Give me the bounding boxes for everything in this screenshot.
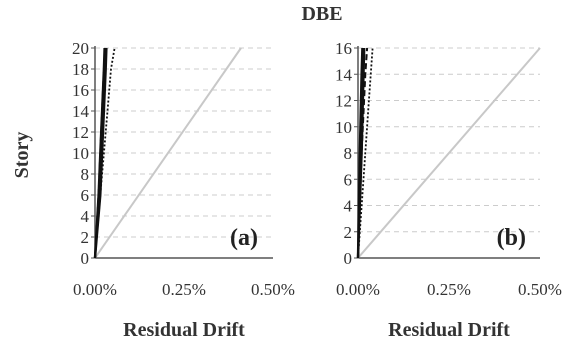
y-tick-label: 8	[344, 144, 353, 163]
figure-title: DBE	[301, 3, 342, 25]
y-tick-label: 12	[72, 123, 89, 142]
y-tick-label: 2	[344, 223, 353, 242]
y-tick-label: 10	[72, 144, 89, 163]
y-tick-label: 8	[81, 165, 90, 184]
series-line-4	[357, 47, 374, 259]
chart-panel-b: 0 2 4 6 8 10 12 14 16 0.00% 0.25% 0.50% (b) Residual …	[335, 39, 562, 341]
y-tick-label: 6	[344, 170, 353, 189]
y-tick-label: 0	[344, 249, 353, 268]
panel-label: (b)	[497, 225, 526, 251]
y-tick-label: 4	[81, 207, 90, 226]
panel-label: (a)	[230, 225, 258, 251]
reference-line	[357, 47, 541, 259]
reference-line	[94, 47, 242, 259]
x-tick-label: 0.25%	[427, 280, 471, 299]
y-tick-label: 14	[72, 102, 90, 121]
y-tick-label: 16	[72, 81, 89, 100]
y-axis-label: Story	[11, 132, 33, 179]
y-tick-label: 18	[72, 60, 89, 79]
series-line-4	[94, 47, 116, 259]
y-tick-label: 20	[72, 39, 89, 58]
x-tick-label: 0.50%	[251, 280, 295, 299]
chart-panel-a: 0 2 4 6 8 10 12 14 16 18 20 0.00% 0.25% 0.50% (a) Resid…	[11, 39, 295, 341]
y-tick-label: 14	[335, 65, 353, 84]
y-tick-label: 2	[81, 228, 90, 247]
y-tick-label: 0	[81, 249, 90, 268]
y-tick-label: 4	[344, 197, 353, 216]
y-tick-label: 6	[81, 186, 90, 205]
x-tick-label: 0.50%	[518, 280, 562, 299]
series-line-3	[357, 47, 369, 259]
x-tick-label: 0.00%	[336, 280, 380, 299]
series-line-3	[94, 47, 107, 259]
x-tick-label: 0.25%	[162, 280, 206, 299]
x-axis-label: Residual Drift	[123, 319, 245, 341]
x-axis-label: Residual Drift	[388, 319, 510, 341]
y-tick-label: 10	[335, 118, 352, 137]
x-tick-label: 0.00%	[73, 280, 117, 299]
y-tick-label: 12	[335, 92, 352, 111]
y-tick-label: 16	[335, 39, 352, 58]
